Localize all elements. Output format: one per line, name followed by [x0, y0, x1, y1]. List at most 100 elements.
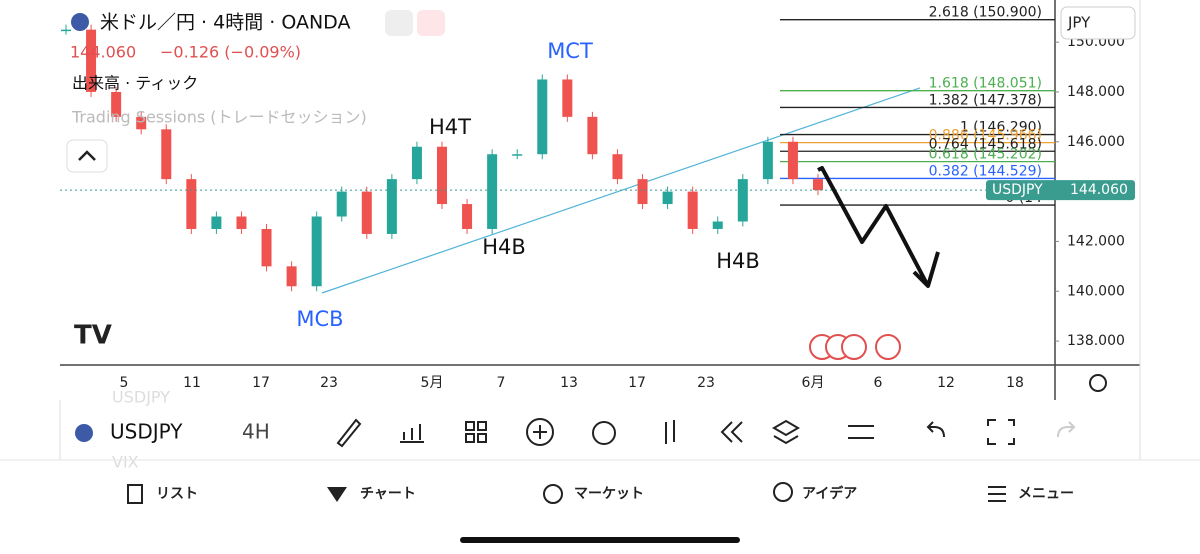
ghost-label: VIX	[112, 453, 139, 472]
x-tick-label: 18	[1006, 375, 1024, 391]
fib-label: 0.382 (144.529)	[929, 163, 1042, 179]
x-tick-label: 11	[183, 375, 201, 391]
nav-item[interactable]: リスト	[156, 486, 198, 502]
nav-icon[interactable]	[773, 482, 793, 502]
icon[interactable]	[400, 424, 424, 443]
change: −0.126 (−0.09%)	[160, 43, 301, 62]
candle	[762, 141, 773, 180]
candle	[662, 191, 673, 205]
event-icon	[875, 334, 901, 360]
candle	[712, 221, 723, 229]
candle	[86, 29, 97, 92]
candle	[261, 228, 272, 267]
candle	[462, 204, 473, 229]
icon[interactable]	[772, 419, 800, 445]
x-tick-label: 5月	[421, 375, 444, 391]
icon[interactable]	[720, 421, 743, 443]
annotation: MCB	[296, 307, 343, 331]
icon[interactable]	[926, 421, 945, 438]
currency-button[interactable]	[1060, 6, 1136, 40]
y-tick-label: 146.000	[1067, 134, 1125, 150]
icon[interactable]	[665, 420, 675, 444]
candle	[336, 191, 347, 217]
logo: TV	[74, 321, 112, 351]
drawn-arrow	[817, 166, 940, 288]
candle	[411, 146, 422, 180]
x-tick-label: 23	[320, 375, 338, 391]
fib-label: 1.382 (147.378)	[929, 92, 1042, 108]
fib-label: 2.618 (150.900)	[929, 5, 1042, 21]
toolbar-icons[interactable]	[336, 418, 1076, 448]
sessions-label: Trading Sessions (トレードセッション)	[71, 108, 367, 127]
chevron	[78, 150, 96, 161]
nav-icon[interactable]	[327, 487, 347, 502]
candle	[737, 179, 748, 222]
candle	[61, 29, 71, 32]
fib-label: 0.886 (145.966)	[929, 128, 1042, 144]
fib-label: 0.764 (145.618)	[929, 136, 1042, 152]
icon[interactable]	[477, 433, 487, 443]
chart: 138.000140.000142.000144.000146.000148.0…	[60, 5, 1135, 392]
candle	[537, 79, 548, 155]
icon[interactable]	[1057, 421, 1076, 438]
button[interactable]	[417, 10, 445, 36]
nav-item[interactable]: メニュー	[1018, 486, 1074, 502]
nav-item[interactable]: マーケット	[574, 486, 644, 502]
candle	[437, 146, 447, 205]
candle	[512, 154, 523, 156]
candle	[813, 179, 823, 191]
icon[interactable]	[526, 418, 554, 446]
icon[interactable]	[848, 425, 874, 439]
y-tick-label: 140.000	[1067, 283, 1125, 299]
nav-icon[interactable]	[127, 484, 143, 504]
button[interactable]	[385, 10, 413, 36]
candle	[236, 216, 247, 229]
nav-icon[interactable]	[988, 486, 1006, 502]
toolbar-symbol[interactable]: USDJPY	[110, 420, 183, 444]
fib-label: 1 (146.290)	[960, 120, 1042, 136]
volume-label: 出来高 · ティック	[72, 74, 198, 93]
x-tick-label: 6月	[802, 375, 825, 391]
icon[interactable]	[465, 421, 475, 431]
candle	[361, 191, 372, 234]
candle	[487, 154, 498, 229]
icon[interactable]	[987, 419, 1015, 445]
candle	[211, 216, 222, 229]
flag-icon	[75, 424, 93, 442]
candle	[687, 191, 698, 229]
annotation: MCT	[547, 39, 593, 63]
icon[interactable]	[533, 425, 547, 439]
candle	[386, 179, 397, 234]
icon[interactable]	[592, 421, 616, 445]
flag-icon	[71, 13, 89, 31]
nav-item[interactable]: アイデア	[802, 485, 857, 502]
candle	[562, 79, 573, 117]
toolbar-interval[interactable]: 4H	[242, 420, 270, 444]
annotation: H4B	[716, 249, 760, 273]
icon[interactable]	[477, 421, 487, 431]
icon[interactable]	[336, 418, 362, 448]
x-tick-label: 23	[697, 375, 715, 391]
icon[interactable]	[465, 433, 475, 443]
candle	[311, 216, 322, 287]
collapse-button[interactable]	[66, 139, 108, 173]
price-badge	[986, 180, 1135, 201]
ghost-label: USDJPY	[112, 388, 170, 407]
candle	[637, 179, 648, 205]
fib-label: 0.618 (145.202)	[929, 147, 1042, 163]
candle	[111, 91, 122, 117]
x-tick-label: 17	[628, 375, 646, 391]
nav-item[interactable]: チャート	[360, 486, 416, 502]
x-tick-label: 6	[874, 375, 883, 391]
candle	[787, 141, 798, 180]
y-tick-label: 138.000	[1067, 333, 1125, 349]
annotation: H4B	[482, 235, 526, 259]
y-tick-label: 148.000	[1067, 84, 1125, 100]
currency: JPY	[1067, 14, 1091, 32]
nav-icon[interactable]	[543, 484, 563, 504]
settings-icon	[1089, 374, 1107, 392]
price-badge-value: 144.060	[1070, 182, 1128, 198]
candle	[286, 266, 297, 287]
